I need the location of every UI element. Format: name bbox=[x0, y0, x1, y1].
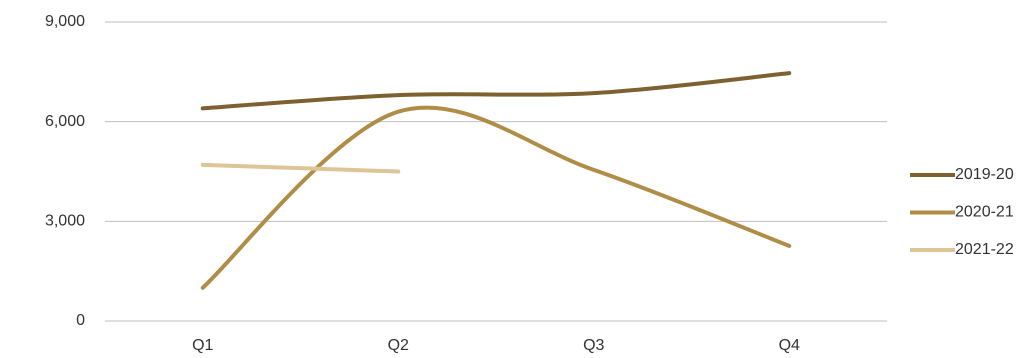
series-line bbox=[200, 71, 792, 111]
x-tick-label: Q1 bbox=[192, 337, 213, 354]
y-tick-label: 6,000 bbox=[45, 113, 85, 130]
x-tick-label: Q3 bbox=[583, 337, 604, 354]
series-line bbox=[200, 105, 792, 290]
legend-label: 2020-21 bbox=[955, 204, 1014, 221]
legend-label: 2021-22 bbox=[955, 241, 1014, 258]
x-tick-label: Q4 bbox=[779, 337, 800, 354]
x-tick-label: Q2 bbox=[388, 337, 409, 354]
y-tick-label: 9,000 bbox=[45, 13, 85, 30]
y-tick-label: 0 bbox=[76, 312, 85, 329]
y-tick-label: 3,000 bbox=[45, 213, 85, 230]
series-line bbox=[200, 162, 401, 174]
legend-label: 2019-20 bbox=[955, 166, 1014, 183]
